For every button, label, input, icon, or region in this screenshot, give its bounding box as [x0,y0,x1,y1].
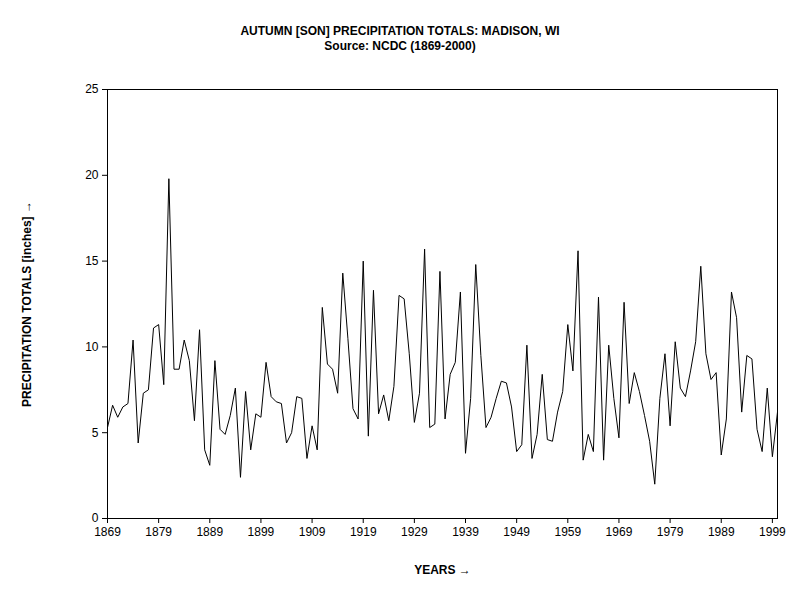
svg-text:5: 5 [92,426,99,440]
svg-text:25: 25 [85,82,99,96]
svg-text:1939: 1939 [452,525,479,539]
svg-text:1889: 1889 [196,525,223,539]
svg-text:YEARS →: YEARS → [414,563,471,577]
svg-text:1999: 1999 [759,525,786,539]
svg-text:PRECIPITATION TOTALS [inches]: PRECIPITATION TOTALS [inches] → [20,201,34,407]
svg-text:10: 10 [85,340,99,354]
html-text:Source: NCDC (1869-2000): Source: NCDC (1869-2000) [324,39,476,53]
svg-text:1909: 1909 [299,525,326,539]
svg-text:1979: 1979 [657,525,684,539]
svg-text:1969: 1969 [606,525,633,539]
svg-text:1949: 1949 [503,525,530,539]
svg-text:1959: 1959 [554,525,581,539]
svg-text:20: 20 [85,168,99,182]
svg-text:1919: 1919 [350,525,377,539]
svg-text:1869: 1869 [94,525,121,539]
svg-text:1899: 1899 [248,525,275,539]
svg-text:1929: 1929 [401,525,428,539]
html-text:AUTUMN [SON] PRECIPITATION TOT: AUTUMN [SON] PRECIPITATION TOTALS: MADIS… [240,24,560,38]
svg-text:1989: 1989 [708,525,735,539]
svg-text:0: 0 [92,511,99,525]
svg-text:15: 15 [85,254,99,268]
svg-text:1879: 1879 [145,525,172,539]
